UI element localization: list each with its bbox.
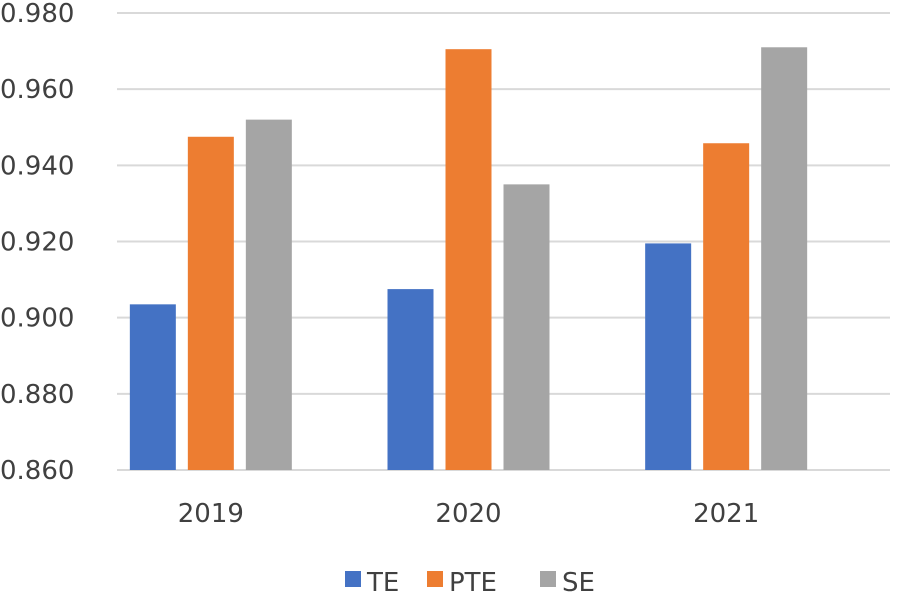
legend-swatch-se [540, 571, 556, 587]
x-category-label: 2019 [178, 499, 244, 529]
y-tick-label: 0.960 [0, 75, 74, 105]
y-axis-tick-labels: 0.860 0.880 0.900 0.920 0.940 0.960 0.980 [0, 0, 74, 486]
y-tick-label: 0.940 [0, 151, 74, 181]
legend-swatch-pte [427, 571, 443, 587]
bar-se-2021 [761, 47, 808, 471]
y-tick-label: 0.920 [0, 228, 74, 258]
legend-label-te: TE [366, 568, 399, 593]
y-tick-label: 0.860 [0, 456, 74, 486]
x-category-label: 2020 [435, 499, 501, 529]
bar-se-2020 [503, 184, 550, 470]
legend: TE PTE SE [345, 568, 595, 593]
x-axis-category-labels: 2019 2020 2021 [178, 499, 760, 529]
bar-te-2021 [645, 243, 692, 470]
legend-swatch-te [345, 571, 361, 587]
bar-pte-2019 [187, 136, 234, 471]
bar-te-2019 [129, 304, 176, 470]
bar-pte-2020 [445, 49, 492, 470]
y-tick-label: 0.880 [0, 380, 74, 410]
x-category-label: 2021 [693, 499, 759, 529]
bar-pte-2021 [703, 143, 750, 470]
bars [129, 47, 808, 471]
y-tick-label: 0.900 [0, 304, 74, 334]
y-tick-label: 0.980 [0, 0, 74, 29]
bar-te-2020 [387, 289, 434, 470]
bar-se-2019 [245, 119, 292, 470]
legend-label-pte: PTE [449, 568, 497, 593]
legend-label-se: SE [562, 568, 595, 593]
